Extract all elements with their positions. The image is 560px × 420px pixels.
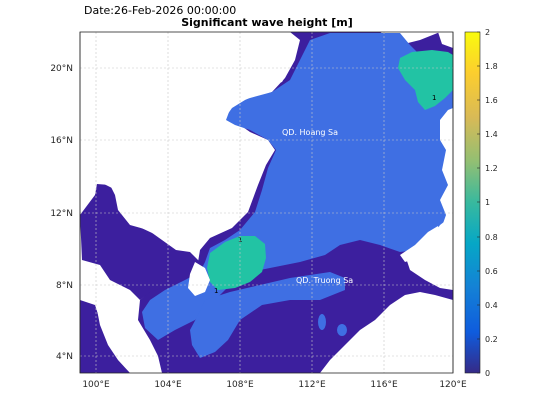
sea-high-wave-ne — [398, 50, 453, 110]
colorbar-tick-label: 1.2 — [485, 164, 498, 173]
contour-label: 1 — [432, 94, 436, 102]
sea-low-wave-sw — [80, 300, 135, 373]
colorbar-tick-label: 0 — [485, 369, 490, 378]
colorbar-tick-label: 0.4 — [485, 301, 498, 310]
colorbar-tick-label: 0.6 — [485, 267, 498, 276]
lat-tick-label: 20°N — [50, 64, 73, 74]
sea-mid-wave-south — [190, 272, 345, 358]
land-cambodia-coast — [188, 262, 210, 296]
lon-tick-labels: 100°E 104°E 108°E 112°E 116°E 120°E — [82, 380, 467, 390]
place-label-hoang-sa: QD. Hoang Sa — [282, 128, 338, 137]
lon-tick-label: 100°E — [82, 380, 110, 390]
map-title: Significant wave height [m] — [181, 16, 353, 29]
date-label: Date:26-Feb-2026 00:00:00 — [84, 4, 236, 17]
map-plot: 1 1 1 QD. Hoang Sa QD. Truong Sa — [80, 32, 453, 373]
land-mainland — [80, 32, 262, 248]
sea-high-wave-sc — [207, 236, 266, 290]
colorbar-tick-label: 0.8 — [485, 233, 498, 242]
colorbar-tick-label: 0.2 — [485, 335, 498, 344]
colorbar-tick-label: 2 — [485, 28, 490, 37]
land-borneo — [320, 292, 453, 373]
lat-tick-label: 16°N — [50, 136, 73, 146]
contour-label: 1 — [214, 287, 218, 295]
colorbar: 2 1.8 1.6 1.4 1.2 1 0.8 0.6 0.4 0.2 0 — [464, 28, 498, 378]
land-palawan — [400, 226, 442, 262]
lat-tick-label: 8°N — [56, 281, 73, 291]
place-label-truong-sa: QD. Truong Sa — [296, 276, 353, 285]
colorbar-tick-label: 1 — [485, 198, 490, 207]
map-border-ticks — [79, 32, 454, 373]
land-philippines — [440, 108, 453, 240]
lon-tick-label: 104°E — [154, 380, 182, 390]
colorbar-tick-label: 1.6 — [485, 96, 498, 105]
lat-tick-label: 4°N — [56, 352, 73, 362]
land-luzon-north — [438, 32, 453, 48]
lon-tick-label: 112°E — [298, 380, 326, 390]
colorbar-tick-label: 1.8 — [485, 62, 498, 71]
lon-tick-label: 116°E — [370, 380, 398, 390]
colorbar-gradient — [464, 31, 481, 374]
lat-tick-labels: 20°N 16°N 12°N 8°N 4°N — [50, 64, 73, 362]
lon-tick-label: 120°E — [439, 380, 467, 390]
colorbar-tick-label: 1.4 — [485, 130, 498, 139]
land-hainan — [250, 56, 288, 86]
colorbar-ticks: 2 1.8 1.6 1.4 1.2 1 0.8 0.6 0.4 0.2 0 — [485, 28, 498, 378]
island-natuna — [318, 314, 326, 330]
grid — [80, 32, 453, 373]
land-malay — [95, 296, 150, 373]
island-small — [337, 324, 347, 336]
lat-tick-label: 12°N — [50, 209, 73, 219]
lon-tick-label: 108°E — [226, 380, 254, 390]
